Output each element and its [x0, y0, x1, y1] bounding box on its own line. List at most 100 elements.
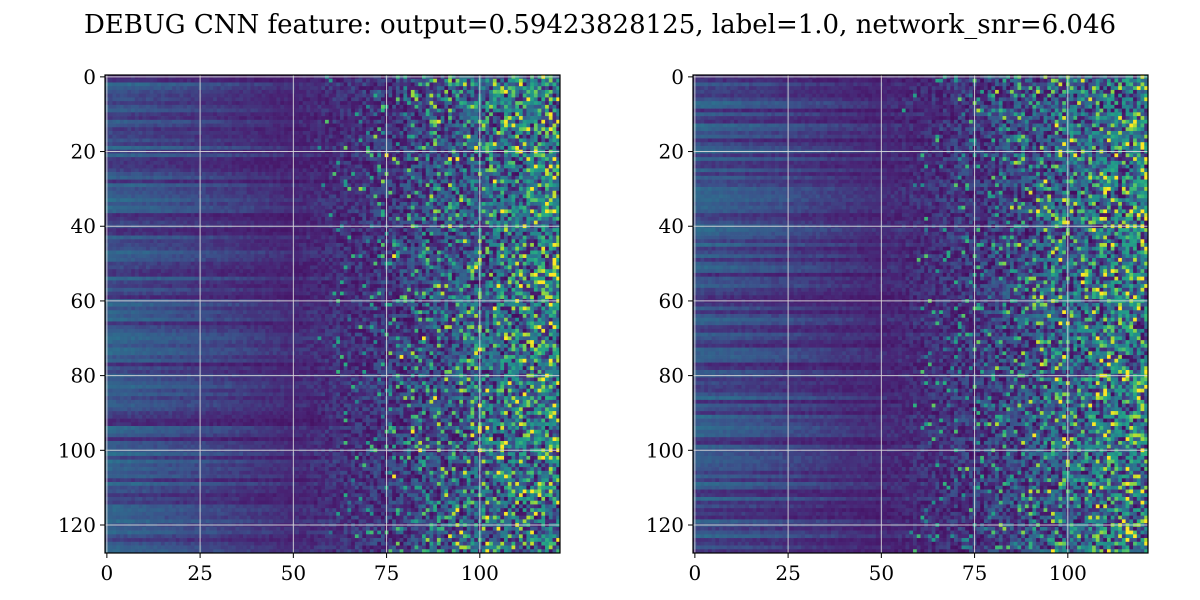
heatmap-cell: [160, 134, 166, 139]
heatmap-cell: [142, 82, 147, 87]
heatmap-cell: [205, 134, 210, 139]
heatmap-cell: [373, 101, 378, 106]
heatmap-cell: [325, 168, 330, 173]
heatmap-cell: [530, 153, 535, 158]
heatmap-cell: [470, 119, 475, 124]
heatmap-cell: [496, 216, 501, 221]
heatmap-cell: [332, 112, 337, 117]
heatmap-cell: [213, 172, 218, 177]
heatmap-cell: [209, 179, 214, 184]
heatmap-cell: [160, 82, 166, 87]
heatmap-cell: [254, 179, 259, 184]
heatmap-cell: [246, 168, 251, 173]
heatmap-cell: [459, 78, 464, 83]
heatmap-cell: [410, 220, 415, 225]
heatmap-cell: [257, 112, 262, 117]
heatmap-cell: [172, 179, 177, 184]
heatmap-cell: [537, 97, 542, 102]
heatmap-cell: [399, 172, 404, 177]
heatmap-cell: [228, 201, 233, 207]
heatmap-cell: [530, 157, 535, 162]
heatmap-cell: [425, 112, 430, 117]
heatmap-cell: [328, 134, 333, 139]
heatmap-cell: [541, 119, 546, 124]
heatmap-cell: [395, 179, 400, 184]
heatmap-cell: [392, 119, 397, 124]
heatmap-cell: [201, 175, 207, 180]
heatmap-cell: [466, 216, 471, 221]
heatmap-cell: [395, 183, 400, 188]
heatmap-cell: [518, 179, 524, 184]
heatmap-cell: [362, 209, 367, 214]
heatmap-cell: [257, 104, 262, 109]
heatmap-cell: [545, 101, 550, 106]
heatmap-cell: [339, 142, 345, 147]
heatmap-cell: [250, 97, 255, 102]
heatmap-cell: [373, 116, 378, 121]
heatmap-cell: [209, 104, 214, 109]
heatmap-cell: [392, 78, 397, 83]
heatmap-cell: [224, 93, 229, 98]
heatmap-cell: [354, 89, 359, 95]
heatmap-cell: [179, 93, 184, 98]
heatmap-cell: [556, 179, 561, 184]
heatmap-cell: [287, 157, 292, 162]
heatmap-cell: [511, 131, 516, 136]
heatmap-cell: [354, 164, 359, 169]
heatmap-cell: [209, 108, 214, 113]
heatmap-cell: [146, 142, 151, 147]
heatmap-cell: [436, 205, 442, 210]
heatmap-cell: [463, 183, 468, 188]
heatmap-cell: [444, 205, 449, 210]
heatmap-cell: [485, 201, 490, 207]
heatmap-cell: [433, 183, 438, 188]
heatmap-cell: [194, 153, 199, 158]
heatmap-cell: [153, 108, 158, 113]
heatmap-cell: [269, 101, 274, 106]
heatmap-cell: [280, 175, 285, 180]
heatmap-cell: [328, 127, 333, 132]
heatmap-cell: [518, 172, 524, 177]
heatmap-cell: [410, 160, 415, 165]
heatmap-cell: [388, 134, 393, 139]
heatmap-cell: [325, 97, 330, 102]
heatmap-cell: [325, 108, 330, 113]
heatmap-cell: [257, 216, 262, 221]
heatmap-cell: [414, 216, 419, 221]
heatmap-cell: [489, 112, 494, 117]
heatmap-cell: [149, 78, 154, 83]
heatmap-cell: [134, 205, 139, 210]
heatmap-cell: [380, 183, 386, 188]
heatmap-cell: [250, 179, 255, 184]
heatmap-cell: [440, 119, 445, 124]
heatmap-cell: [246, 93, 251, 98]
heatmap-cell: [205, 216, 210, 221]
heatmap-cell: [112, 97, 117, 102]
heatmap-cell: [380, 112, 386, 117]
heatmap-cell: [228, 187, 233, 192]
heatmap-cell: [388, 104, 393, 109]
heatmap-cell: [347, 220, 352, 225]
heatmap-cell: [500, 116, 505, 121]
heatmap-cell: [328, 172, 333, 177]
heatmap-cell: [548, 205, 553, 210]
heatmap-cell: [351, 119, 356, 124]
heatmap-cell: [272, 201, 277, 207]
heatmap-cell: [470, 205, 475, 210]
heatmap-cell: [436, 172, 442, 177]
heatmap-cell: [448, 198, 453, 203]
heatmap-cell: [302, 131, 307, 136]
heatmap-cell: [242, 123, 248, 128]
heatmap-cell: [123, 138, 128, 143]
heatmap-cell: [489, 160, 494, 165]
heatmap-cell: [209, 220, 214, 225]
heatmap-cell: [246, 160, 251, 165]
heatmap-cell: [209, 164, 214, 169]
heatmap-cell: [336, 112, 341, 117]
heatmap-cell: [254, 142, 259, 147]
heatmap-cell: [343, 101, 348, 106]
heatmap-cell: [205, 89, 210, 95]
heatmap-cell: [489, 175, 494, 180]
heatmap-cell: [302, 145, 307, 151]
heatmap-cell: [496, 112, 501, 117]
